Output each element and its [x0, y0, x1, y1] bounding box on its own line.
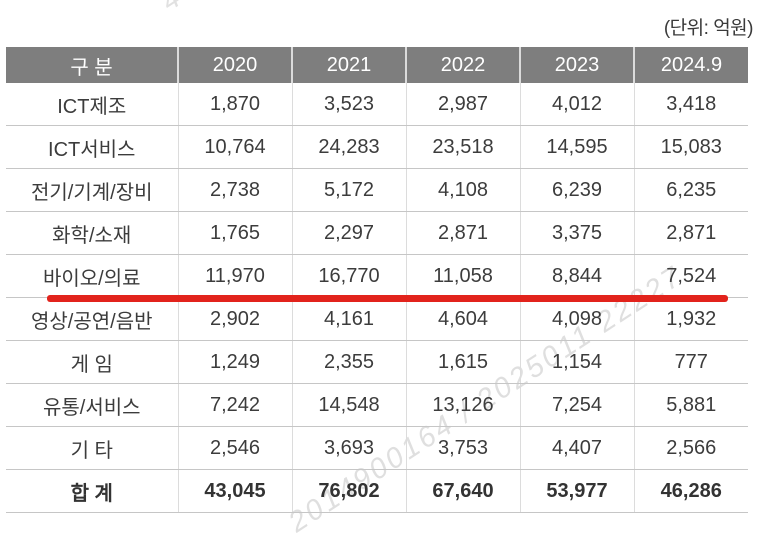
row-label: 기 타	[6, 426, 178, 470]
row-label: 게 임	[6, 340, 178, 384]
row-label: 영상/공연/음반	[6, 297, 178, 341]
cell-value: 7,254	[519, 383, 634, 427]
cell-value: 11,970	[177, 254, 292, 298]
unit-label: (단위: 억원)	[663, 18, 754, 39]
cell-value: 3,753	[405, 426, 520, 470]
table-row: 게 임 1,249 2,355 1,615 1,154 777	[6, 340, 748, 384]
cell-value: 4,108	[405, 168, 520, 212]
cell-value-total: 67,640	[405, 469, 520, 513]
cell-value: 13,126	[405, 383, 520, 427]
column-header-2023: 2023	[519, 47, 634, 83]
cell-value: 3,693	[291, 426, 406, 470]
table-row: ICT제조 1,870 3,523 2,987 4,012 3,418	[6, 83, 748, 126]
row-label: ICT제조	[6, 83, 178, 126]
cell-value: 1,249	[177, 340, 292, 384]
column-header-2022: 2022	[405, 47, 520, 83]
table-row: 화학/소재 1,765 2,297 2,871 3,375 2,871	[6, 211, 748, 255]
table-row: 전기/기계/장비 2,738 5,172 4,108 6,239 6,235	[6, 168, 748, 212]
row-label: ICT서비스	[6, 125, 178, 169]
row-label: 바이오/의료	[6, 254, 178, 298]
watermark-fragment: 4	[156, 0, 186, 18]
cell-value-total: 43,045	[177, 469, 292, 513]
cell-value: 2,355	[291, 340, 406, 384]
table-total-row: 합 계 43,045 76,802 67,640 53,977 46,286	[6, 469, 748, 513]
table-row: 영상/공연/음반 2,902 4,161 4,604 4,098 1,932	[6, 297, 748, 341]
cell-value: 5,881	[633, 383, 748, 427]
table-row: 유통/서비스 7,242 14,548 13,126 7,254 5,881	[6, 383, 748, 427]
column-header-2021: 2021	[291, 47, 406, 83]
cell-value: 2,297	[291, 211, 406, 255]
cell-value: 3,523	[291, 83, 406, 126]
table-row: 기 타 2,546 3,693 3,753 4,407 2,566	[6, 426, 748, 470]
cell-value: 14,548	[291, 383, 406, 427]
cell-value: 2,902	[177, 297, 292, 341]
row-label: 화학/소재	[6, 211, 178, 255]
cell-value: 5,172	[291, 168, 406, 212]
cell-value: 2,871	[633, 211, 748, 255]
column-header-2024-9: 2024.9	[633, 47, 748, 83]
row-label: 유통/서비스	[6, 383, 178, 427]
cell-value: 1,154	[519, 340, 634, 384]
cell-value: 4,161	[291, 297, 406, 341]
cell-value: 10,764	[177, 125, 292, 169]
cell-value: 23,518	[405, 125, 520, 169]
cell-value: 2,546	[177, 426, 292, 470]
cell-value: 1,870	[177, 83, 292, 126]
cell-value: 777	[633, 340, 748, 384]
cell-value: 2,738	[177, 168, 292, 212]
table-row-highlighted: 바이오/의료 11,970 16,770 11,058 8,844 7,524	[6, 254, 748, 298]
cell-value: 6,235	[633, 168, 748, 212]
cell-value: 3,375	[519, 211, 634, 255]
cell-value: 1,932	[633, 297, 748, 341]
cell-value: 3,418	[633, 83, 748, 126]
cell-value: 4,407	[519, 426, 634, 470]
cell-value: 2,987	[405, 83, 520, 126]
highlight-underline	[47, 295, 728, 302]
cell-value: 4,098	[519, 297, 634, 341]
table-header-row: 구 분 2020 2021 2022 2023 2024.9	[6, 47, 748, 83]
cell-value: 1,615	[405, 340, 520, 384]
investment-table: 구 분 2020 2021 2022 2023 2024.9 ICT제조 1,8…	[6, 47, 748, 513]
cell-value: 4,012	[519, 83, 634, 126]
cell-value: 1,765	[177, 211, 292, 255]
row-label-total: 합 계	[6, 469, 178, 513]
cell-value: 14,595	[519, 125, 634, 169]
table-row: ICT서비스 10,764 24,283 23,518 14,595 15,08…	[6, 125, 748, 169]
cell-value-total: 46,286	[633, 469, 748, 513]
cell-value: 7,524	[633, 254, 748, 298]
cell-value: 7,242	[177, 383, 292, 427]
cell-value: 24,283	[291, 125, 406, 169]
cell-value-total: 76,802	[291, 469, 406, 513]
cell-value: 11,058	[405, 254, 520, 298]
cell-value: 2,871	[405, 211, 520, 255]
column-header-2020: 2020	[177, 47, 292, 83]
cell-value: 16,770	[291, 254, 406, 298]
cell-value: 6,239	[519, 168, 634, 212]
row-label: 전기/기계/장비	[6, 168, 178, 212]
cell-value: 2,566	[633, 426, 748, 470]
cell-value: 4,604	[405, 297, 520, 341]
column-header-category: 구 분	[6, 47, 178, 83]
cell-value: 15,083	[633, 125, 748, 169]
cell-value-total: 53,977	[519, 469, 634, 513]
cell-value: 8,844	[519, 254, 634, 298]
